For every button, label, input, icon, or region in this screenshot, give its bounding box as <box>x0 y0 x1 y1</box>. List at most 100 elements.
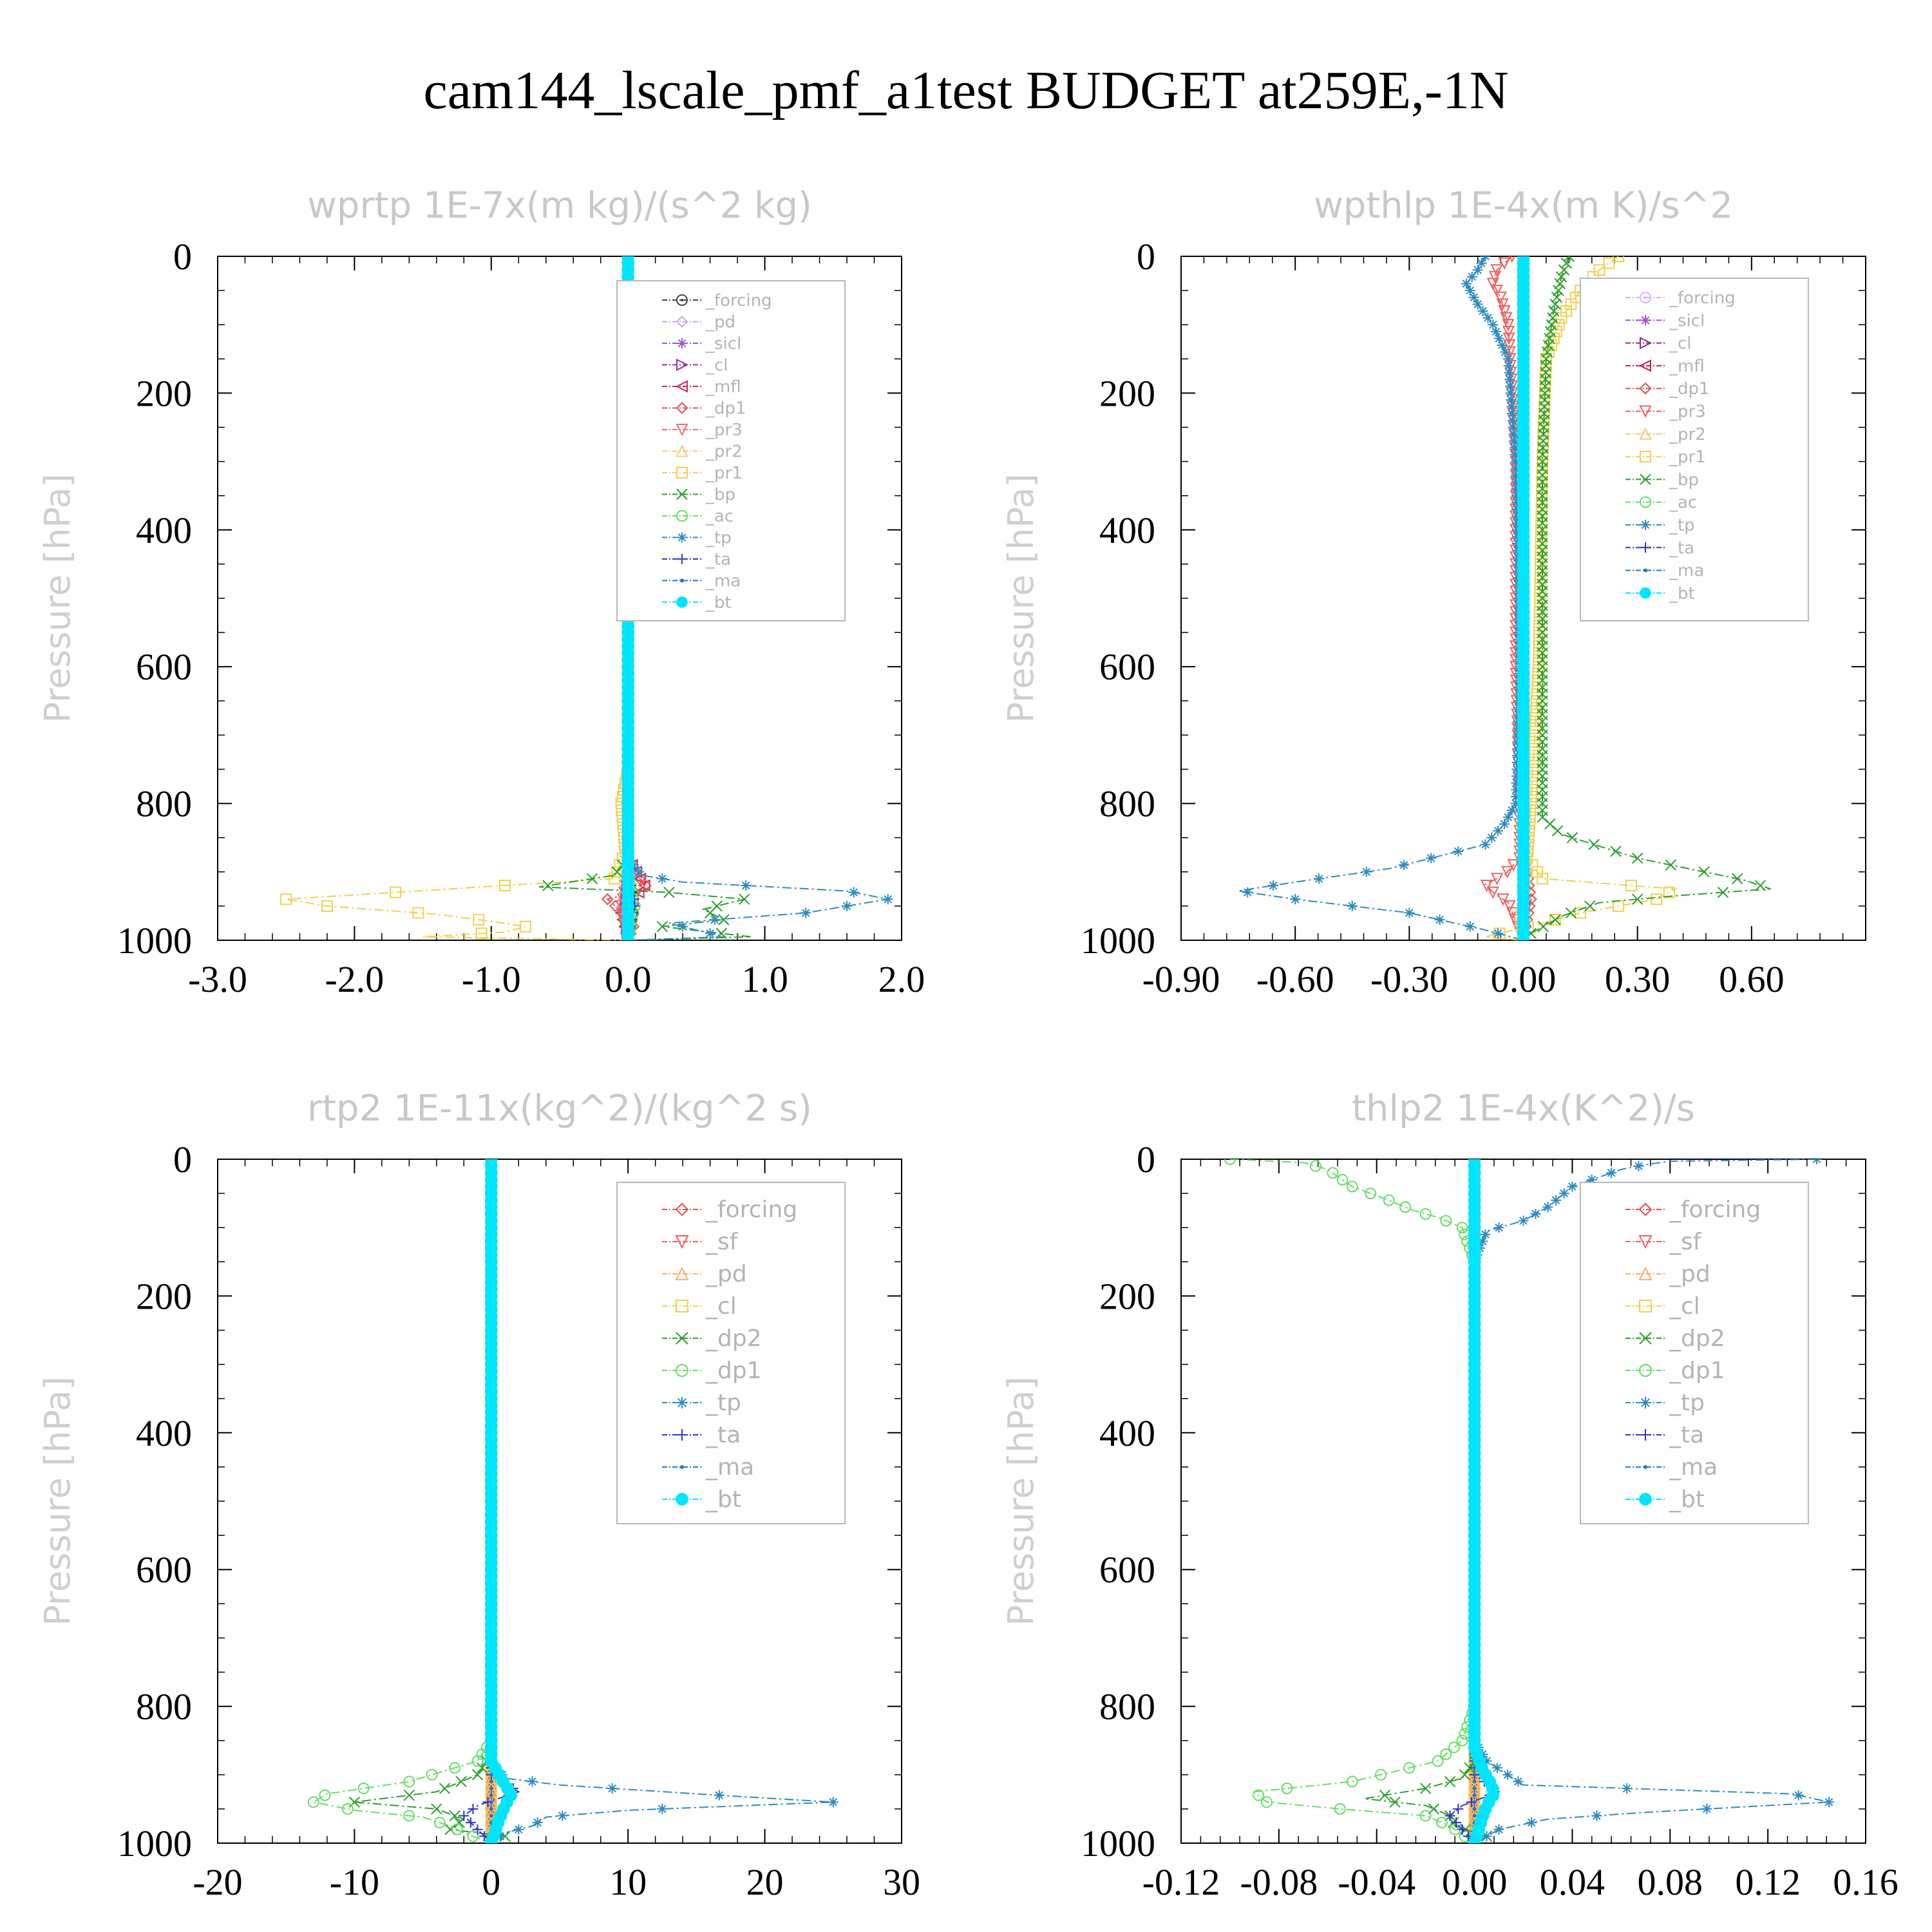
data-point <box>1533 627 1546 639</box>
data-point <box>705 928 715 939</box>
x-tick-label: 30 <box>883 1861 920 1903</box>
data-point <box>1504 374 1515 385</box>
data-point <box>433 1817 446 1829</box>
x-tick-label: -20 <box>193 1861 242 1903</box>
y-axis-label: Pressure [hPa] <box>1001 473 1041 723</box>
data-point <box>1549 914 1561 925</box>
data-point <box>1398 860 1409 871</box>
x-tick-label: -2.0 <box>325 958 384 1000</box>
data-point <box>1472 299 1483 310</box>
data-point <box>632 886 645 899</box>
data-point <box>1754 880 1766 891</box>
data-point <box>1501 866 1514 879</box>
legend-box <box>616 1182 846 1524</box>
y-tick-label: 1000 <box>117 920 192 961</box>
data-point <box>1544 326 1557 337</box>
data-point <box>484 1837 498 1843</box>
data-point <box>633 873 646 885</box>
data-point <box>467 1830 479 1842</box>
legend-label: _ta <box>705 550 731 569</box>
data-point <box>390 886 402 898</box>
panel-title: rtp2 1E-11x(kg^2)/(kg^2 s) <box>307 1088 812 1130</box>
data-point <box>714 1790 724 1801</box>
data-point <box>718 914 730 925</box>
legend-marker <box>676 1300 688 1312</box>
legend-label: _dp1 <box>705 1358 762 1384</box>
legend: _forcing _sicl _cl _mfl _dp1 _pr3 _pr2 _pr1 _bp _… <box>1580 278 1809 621</box>
data-point <box>677 921 688 932</box>
y-tick-label: 0 <box>1137 236 1155 278</box>
data-point <box>1505 381 1516 392</box>
data-point <box>307 1796 319 1808</box>
legend-label: _ac <box>1669 493 1697 513</box>
data-point <box>499 880 511 892</box>
series-bt <box>1517 256 1530 940</box>
data-point <box>1546 319 1558 330</box>
data-point <box>1506 907 1519 920</box>
data-point <box>1511 757 1522 768</box>
data-point <box>1493 333 1504 344</box>
y-tick-label: 400 <box>136 1412 192 1454</box>
data-point <box>1510 463 1521 474</box>
data-point <box>1464 285 1475 296</box>
data-point <box>1477 305 1488 316</box>
legend-marker <box>676 596 688 608</box>
data-point <box>1537 921 1549 933</box>
legend-label: _pd <box>705 313 735 332</box>
legend-label: _tp <box>705 1390 741 1416</box>
legend-label: _sicl <box>1669 311 1705 330</box>
data-point <box>1510 798 1521 809</box>
data-point <box>1290 894 1301 905</box>
legend-label: _dp2 <box>705 1325 762 1352</box>
data-point <box>1541 346 1553 358</box>
legend-label: _forcing <box>1669 289 1736 308</box>
data-point <box>280 893 292 905</box>
legend-label: _ac <box>705 507 734 526</box>
x-tick-label: 2.0 <box>878 958 925 1000</box>
legend-label: _tp <box>1669 516 1695 535</box>
data-point <box>1544 332 1555 345</box>
legend-label: _pr1 <box>705 464 743 483</box>
legend-box <box>1580 278 1809 621</box>
data-point <box>1631 893 1643 905</box>
x-tick-label: 0.04 <box>1540 1861 1605 1903</box>
data-point <box>586 873 598 885</box>
series-line <box>311 1159 492 1843</box>
data-point <box>519 920 531 933</box>
data-point <box>476 1762 488 1774</box>
series-layer <box>1224 1159 1835 1843</box>
legend-marker <box>675 1235 689 1249</box>
data-point <box>1588 838 1600 851</box>
data-point <box>1508 422 1519 433</box>
legend-marker <box>676 467 688 478</box>
legend-marker <box>676 316 688 328</box>
data-point <box>1717 886 1729 898</box>
data-point <box>1537 873 1549 885</box>
data-point <box>1497 340 1508 351</box>
data-point <box>1511 784 1522 795</box>
data-point <box>1490 326 1501 337</box>
data-point <box>1511 504 1522 515</box>
data-point <box>557 1810 568 1821</box>
legend-label: _cl <box>705 1293 737 1320</box>
data-point <box>1553 319 1565 331</box>
legend-label: _ta <box>1669 538 1694 558</box>
legend-label: _forcing <box>705 291 772 310</box>
data-point <box>1548 305 1560 317</box>
data-point <box>1464 921 1475 932</box>
data-point <box>1511 484 1522 495</box>
y-tick-label: 800 <box>1099 1686 1155 1728</box>
legend-marker <box>1639 405 1652 418</box>
y-tick-label: 200 <box>1099 1275 1155 1317</box>
data-point <box>1486 886 1499 899</box>
legend-marker <box>676 1429 688 1441</box>
data-point <box>495 1831 506 1842</box>
data-point <box>1497 893 1510 906</box>
data-point <box>1584 900 1596 912</box>
data-point <box>638 879 650 892</box>
legend-label: _mfl <box>705 377 741 397</box>
data-point <box>1631 852 1643 864</box>
data-point <box>1268 880 1279 891</box>
x-tick-label: -0.12 <box>1142 1861 1220 1903</box>
data-point <box>1509 435 1520 446</box>
